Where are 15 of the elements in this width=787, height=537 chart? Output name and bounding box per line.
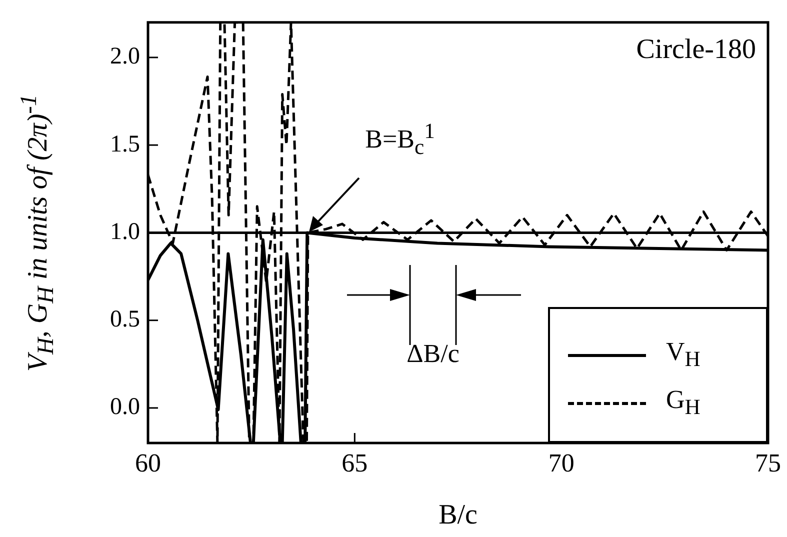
y-tick-label: 2.0 bbox=[110, 44, 140, 70]
legend-label: V$_{H}$ bbox=[666, 337, 700, 373]
y-tick-label: 1.5 bbox=[110, 131, 140, 158]
y-tick-label: 1.0 bbox=[110, 218, 140, 245]
x-tick-label: 70 bbox=[548, 448, 574, 478]
line-series bbox=[148, 22, 768, 443]
y-tick-label: 0.0 bbox=[110, 394, 140, 420]
x-tick-label: 65 bbox=[342, 448, 368, 478]
legend-label: G$_{H}$ bbox=[666, 385, 700, 421]
y-tick-label: 0.5 bbox=[110, 306, 140, 333]
annotation: ΔB/c bbox=[406, 339, 460, 369]
x-tick-label: 60 bbox=[135, 448, 161, 478]
x-axis-title: B/c bbox=[438, 500, 478, 531]
annotation: Circle-180 bbox=[636, 34, 756, 66]
x-tick-label: 75 bbox=[755, 448, 781, 478]
